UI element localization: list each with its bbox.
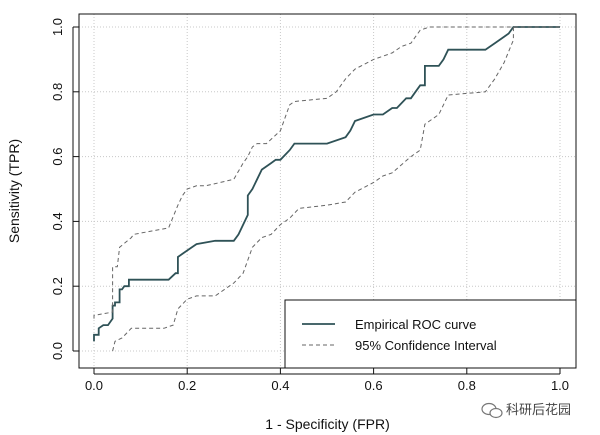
watermark-text: 科研后花园 [506,402,571,418]
y-axis: 0.0 0.2 0.4 0.6 0.8 1.0 [50,18,79,360]
wechat-icon [481,402,503,419]
series-line-ci [93,26,560,319]
series-layer [93,26,560,352]
legend-label: 95% Confidence Interval [355,338,497,353]
x-tick-label: 0.2 [178,378,196,393]
y-axis-title: Sensitivity (TPR) [6,139,22,243]
x-tick-label: 1.0 [551,378,569,393]
y-tick-label: 0.8 [50,83,65,101]
legend: Empirical ROC curve 95% Confidence Interv… [284,299,577,369]
x-tick-label: 0.0 [85,378,103,393]
y-tick-label: 1.0 [50,18,65,36]
y-tick-label: 0.2 [50,277,65,295]
y-tick-label: 0.6 [50,148,65,166]
series-line-ci [112,27,514,352]
y-tick-label: 0.0 [50,342,65,360]
legend-label: Empirical ROC curve [355,317,476,332]
x-tick-label: 0.6 [365,378,383,393]
watermark: 科研后花园 [481,402,571,419]
y-tick-label: 0.4 [50,212,65,230]
x-axis-title: 1 - Specificity (FPR) [265,416,389,432]
x-tick-label: 0.8 [458,378,476,393]
series-line-roc [93,26,560,342]
x-tick-label: 0.4 [271,378,289,393]
legend-box [284,299,577,369]
x-axis: 0.0 0.2 0.4 0.6 0.8 1.0 [85,368,569,393]
